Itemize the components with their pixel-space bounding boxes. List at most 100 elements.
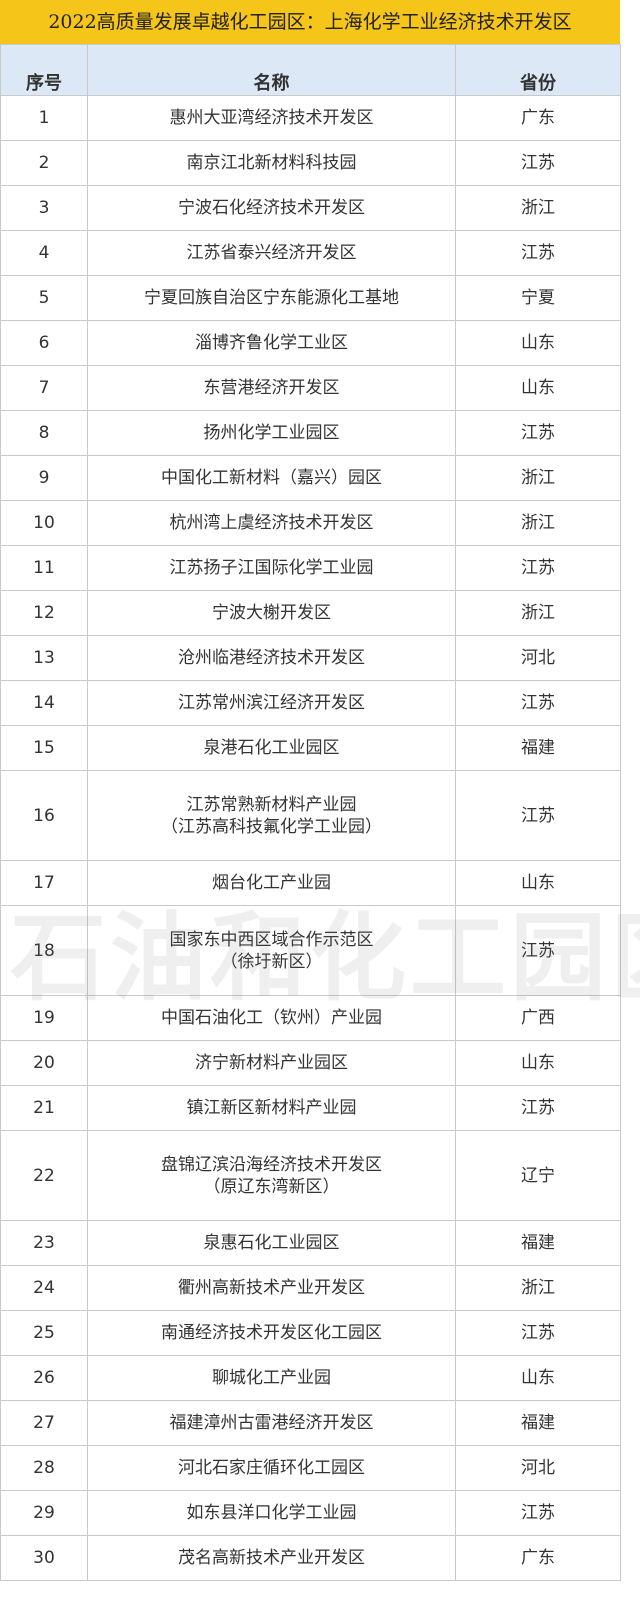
name-line: 济宁新材料产业园区 xyxy=(195,1053,348,1073)
name-line: 衢州高新技术产业开发区 xyxy=(178,1278,365,1298)
row-number: 28 xyxy=(0,1445,88,1491)
row-number: 16 xyxy=(0,770,88,861)
province: 浙江 xyxy=(455,500,621,546)
table-row: 25 南通经济技术开发区化工园区 江苏 xyxy=(0,1310,621,1356)
province: 福建 xyxy=(455,725,621,771)
table-row: 9 中国化工新材料（嘉兴）园区 浙江 xyxy=(0,455,621,501)
table-row: 29 如东县洋口化学工业园 江苏 xyxy=(0,1490,621,1536)
province: 福建 xyxy=(455,1400,621,1446)
province: 河北 xyxy=(455,1445,621,1491)
row-number: 10 xyxy=(0,500,88,546)
row-number: 18 xyxy=(0,905,88,996)
table-row: 15 泉港石化工业园区 福建 xyxy=(0,725,621,771)
table-row: 30 茂名高新技术产业开发区 广东 xyxy=(0,1535,621,1581)
province: 江苏 xyxy=(455,905,621,996)
row-number: 26 xyxy=(0,1355,88,1401)
park-name: 宁波石化经济技术开发区 xyxy=(87,185,456,231)
province: 浙江 xyxy=(455,455,621,501)
park-name: 江苏常州滨江经济开发区 xyxy=(87,680,456,726)
park-name: 南通经济技术开发区化工园区 xyxy=(87,1310,456,1356)
row-number: 24 xyxy=(0,1265,88,1311)
province: 浙江 xyxy=(455,590,621,636)
park-name: 茂名高新技术产业开发区 xyxy=(87,1535,456,1581)
table-row: 26 聊城化工产业园 山东 xyxy=(0,1355,621,1401)
row-number: 3 xyxy=(0,185,88,231)
table-row: 24 衢州高新技术产业开发区 浙江 xyxy=(0,1265,621,1311)
column-header: 名称 xyxy=(87,44,456,96)
province: 江苏 xyxy=(455,230,621,276)
row-number: 1 xyxy=(0,95,88,141)
row-number: 19 xyxy=(0,995,88,1041)
name-line: 扬州化学工业园区 xyxy=(203,423,340,443)
row-number: 21 xyxy=(0,1085,88,1131)
table-row: 12 宁波大榭开发区 浙江 xyxy=(0,590,621,636)
name-line: 宁波石化经济技术开发区 xyxy=(178,198,365,218)
name-line: 茂名高新技术产业开发区 xyxy=(178,1548,365,1568)
park-name: 福建漳州古雷港经济开发区 xyxy=(87,1400,456,1446)
park-name: 杭州湾上虞经济技术开发区 xyxy=(87,500,456,546)
name-line: （徐圩新区） xyxy=(220,951,323,972)
province: 广东 xyxy=(455,1535,621,1581)
row-number: 30 xyxy=(0,1535,88,1581)
park-name: 江苏省泰兴经济开发区 xyxy=(87,230,456,276)
row-number: 6 xyxy=(0,320,88,366)
province: 江苏 xyxy=(455,1490,621,1536)
row-number: 2 xyxy=(0,140,88,186)
park-name: 江苏常熟新材料产业园 （江苏高科技氟化学工业园） xyxy=(87,770,456,861)
row-number: 7 xyxy=(0,365,88,411)
park-name: 淄博齐鲁化学工业区 xyxy=(87,320,456,366)
table-row: 6 淄博齐鲁化学工业区 山东 xyxy=(0,320,621,366)
table-row: 17 烟台化工产业园 山东 xyxy=(0,860,621,906)
table-row: 22 盘锦辽滨沿海经济技术开发区 （原辽东湾新区） 辽宁 xyxy=(0,1130,621,1221)
name-line: 宁夏回族自治区宁东能源化工基地 xyxy=(144,288,399,308)
row-number: 4 xyxy=(0,230,88,276)
park-name: 南京江北新材料科技园 xyxy=(87,140,456,186)
name-line: 如东县洋口化学工业园 xyxy=(186,1503,357,1523)
name-line: 江苏常熟新材料产业园 xyxy=(186,794,357,815)
province: 浙江 xyxy=(455,185,621,231)
park-name: 东营港经济开发区 xyxy=(87,365,456,411)
park-name: 宁夏回族自治区宁东能源化工基地 xyxy=(87,275,456,321)
row-number: 25 xyxy=(0,1310,88,1356)
province: 江苏 xyxy=(455,680,621,726)
park-name: 聊城化工产业园 xyxy=(87,1355,456,1401)
table-row: 18 国家东中西区域合作示范区 （徐圩新区） 江苏 xyxy=(0,905,621,996)
table-row: 11 江苏扬子江国际化学工业园 江苏 xyxy=(0,545,621,591)
row-number: 13 xyxy=(0,635,88,681)
row-number: 11 xyxy=(0,545,88,591)
row-number: 29 xyxy=(0,1490,88,1536)
name-line: 惠州大亚湾经济技术开发区 xyxy=(169,108,374,128)
province: 福建 xyxy=(455,1220,621,1266)
row-number: 15 xyxy=(0,725,88,771)
park-name: 河北石家庄循环化工园区 xyxy=(87,1445,456,1491)
province: 山东 xyxy=(455,860,621,906)
name-line: （江苏高科技氟化学工业园） xyxy=(161,816,382,837)
name-line: 河北石家庄循环化工园区 xyxy=(178,1458,365,1478)
park-name: 江苏扬子江国际化学工业园 xyxy=(87,545,456,591)
name-line: 淄博齐鲁化学工业区 xyxy=(195,333,348,353)
park-name: 衢州高新技术产业开发区 xyxy=(87,1265,456,1311)
park-name: 泉港石化工业园区 xyxy=(87,725,456,771)
name-line: 杭州湾上虞经济技术开发区 xyxy=(169,513,374,533)
province: 山东 xyxy=(455,1355,621,1401)
park-name: 中国化工新材料（嘉兴）园区 xyxy=(87,455,456,501)
column-header: 省份 xyxy=(455,44,621,96)
park-name: 泉惠石化工业园区 xyxy=(87,1220,456,1266)
name-line: （原辽东湾新区） xyxy=(203,1176,340,1197)
row-number: 9 xyxy=(0,455,88,501)
header-row: 序号 名称 省份 xyxy=(0,44,621,96)
province: 江苏 xyxy=(455,1310,621,1356)
park-name: 沧州临港经济技术开发区 xyxy=(87,635,456,681)
row-number: 23 xyxy=(0,1220,88,1266)
province: 江苏 xyxy=(455,410,621,456)
name-line: 盘锦辽滨沿海经济技术开发区 xyxy=(161,1154,382,1175)
table-row: 27 福建漳州古雷港经济开发区 福建 xyxy=(0,1400,621,1446)
province: 辽宁 xyxy=(455,1130,621,1221)
province: 浙江 xyxy=(455,1265,621,1311)
row-number: 12 xyxy=(0,590,88,636)
name-line: 中国化工新材料（嘉兴）园区 xyxy=(161,468,382,488)
table-row: 16 江苏常熟新材料产业园 （江苏高科技氟化学工业园） 江苏 xyxy=(0,770,621,861)
name-line: 福建漳州古雷港经济开发区 xyxy=(169,1413,374,1433)
table-row: 20 济宁新材料产业园区 山东 xyxy=(0,1040,621,1086)
province: 河北 xyxy=(455,635,621,681)
